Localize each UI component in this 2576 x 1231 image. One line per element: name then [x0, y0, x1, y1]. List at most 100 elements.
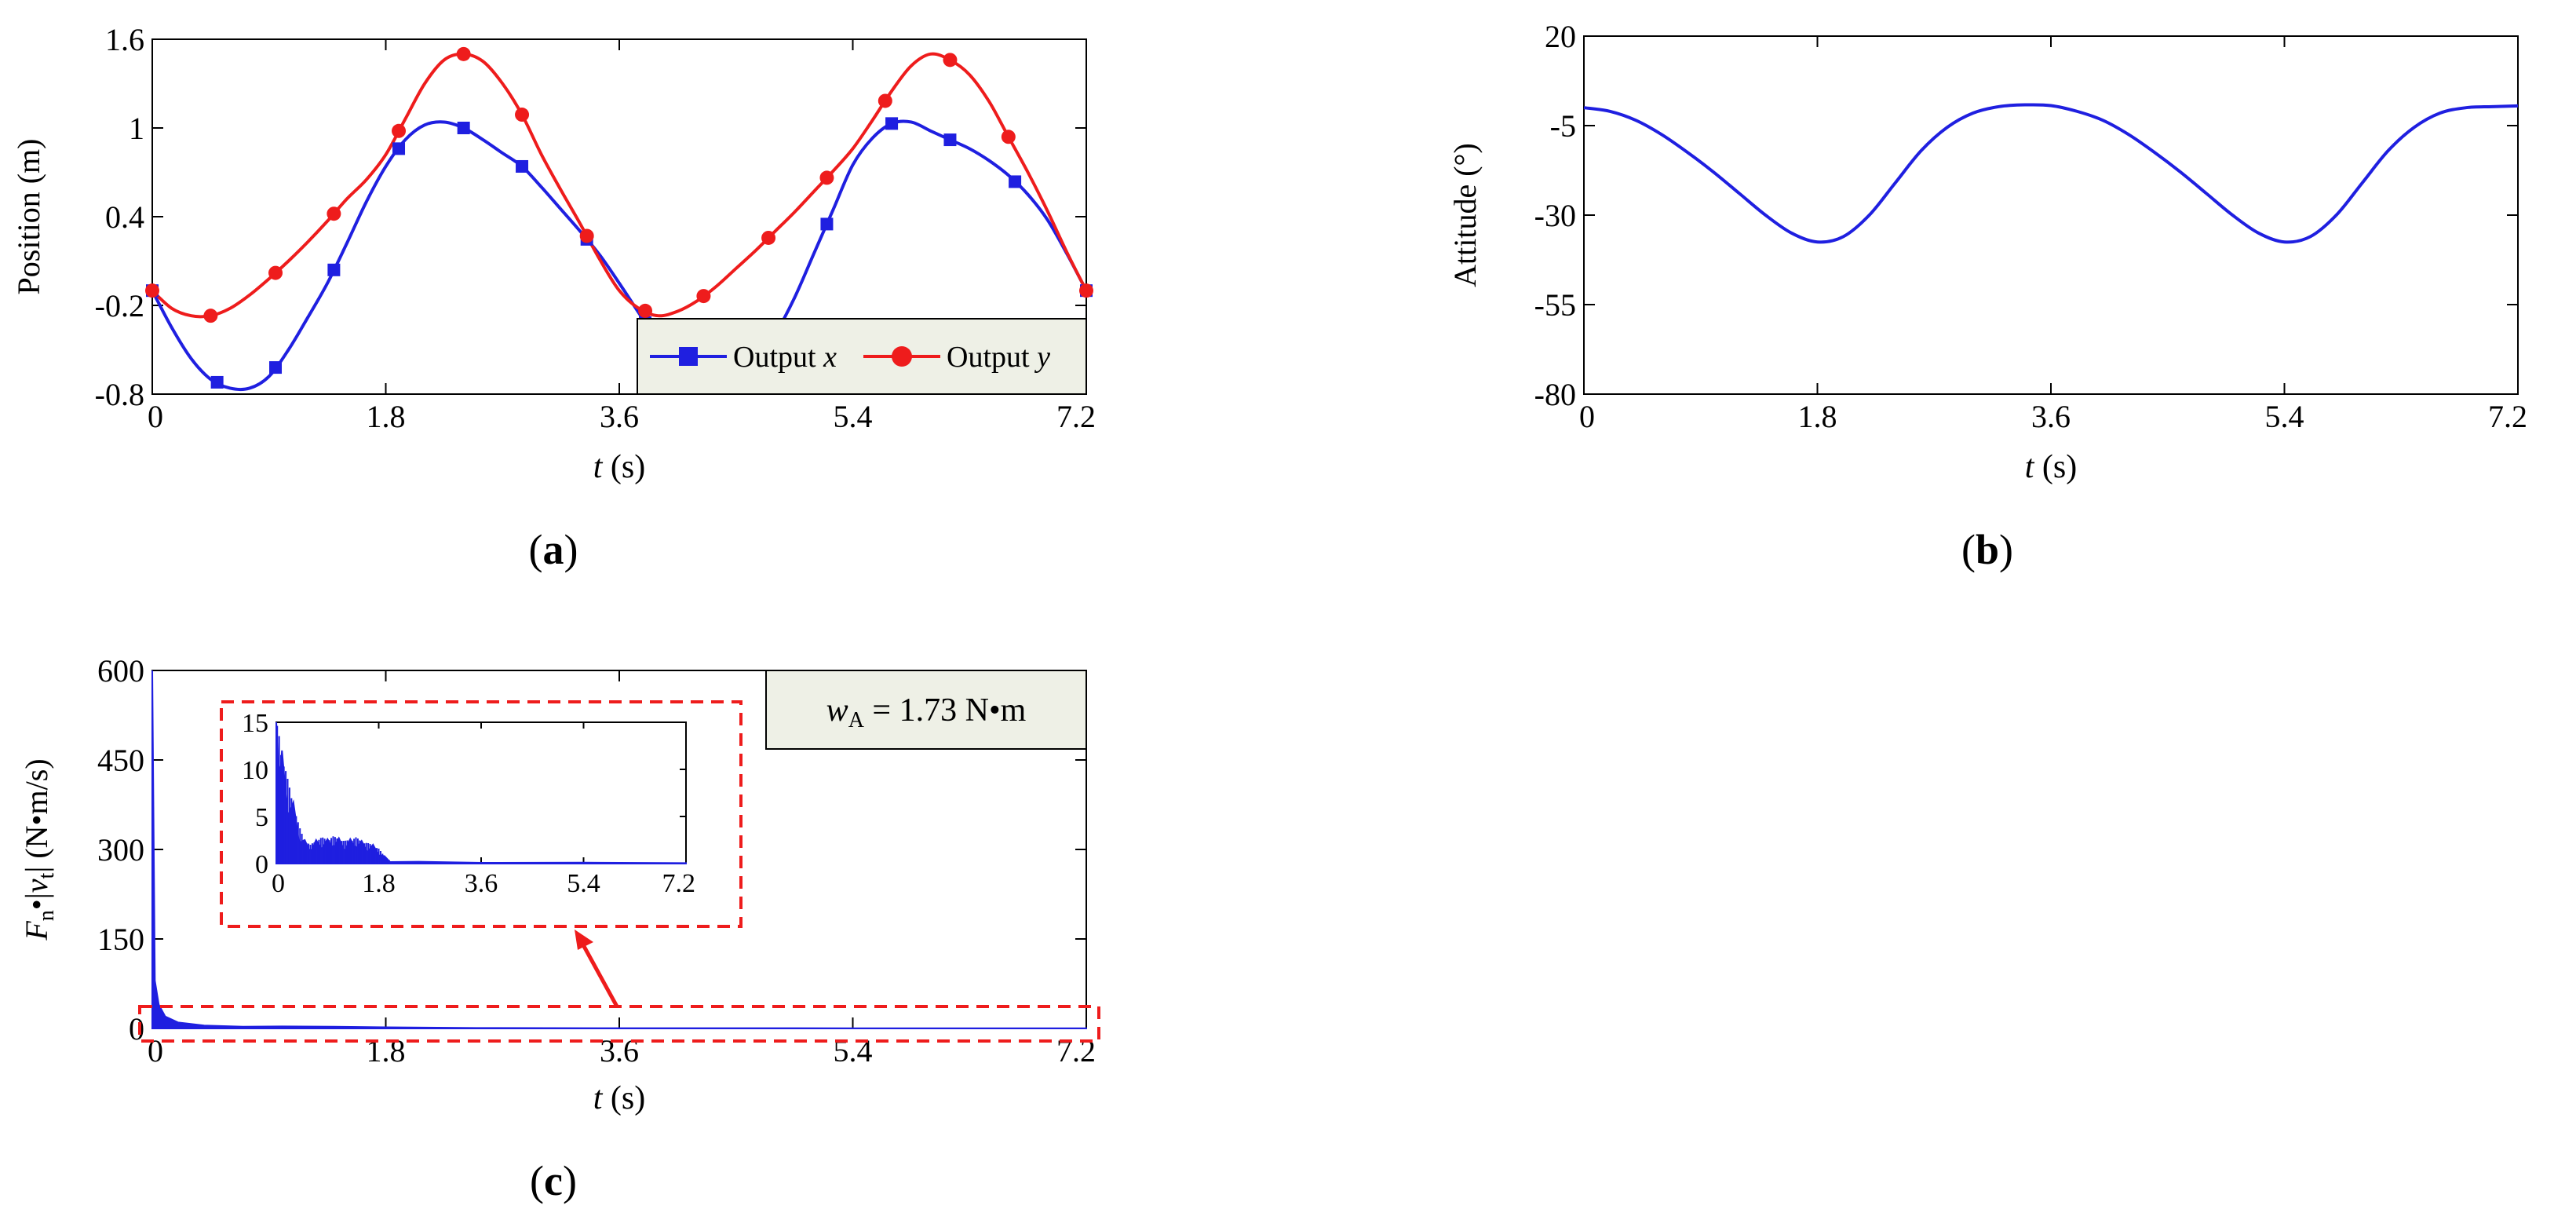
y-tick-label: -0.2 — [95, 288, 144, 323]
series-line-output-y — [151, 52, 1088, 319]
plot-frame-b — [1583, 35, 2519, 395]
data-point-output-x — [269, 361, 283, 374]
x-tick-label: 3.6 — [600, 399, 639, 434]
ylabel-a: Position (m) — [11, 139, 46, 295]
x-tick-label: 0 — [148, 1033, 163, 1068]
series-c — [151, 670, 1087, 1029]
series-a — [151, 52, 1088, 392]
zoom-region-box — [220, 700, 743, 928]
data-point-output-y — [579, 228, 594, 243]
data-point-output-y — [145, 283, 159, 298]
y-tick-label: 300 — [97, 832, 144, 868]
data-point-output-x — [885, 117, 899, 130]
zoom-arrow-line — [578, 939, 619, 1008]
data-point-output-y — [392, 123, 407, 138]
x-tick-label: 7.2 — [2488, 399, 2527, 434]
panel-label-a: (a) — [529, 526, 578, 573]
data-point-output-y — [761, 230, 776, 245]
inset-chart: 0 1.8 3.6 5.4 7.2 0 5 10 15 — [242, 709, 695, 898]
x-tick-label: 5.4 — [834, 399, 873, 434]
y-tick-label: 10 — [242, 756, 268, 785]
x-tick-label: 1.8 — [367, 399, 406, 434]
panel-label-c: (c) — [530, 1157, 577, 1204]
legend-marker-y — [892, 346, 912, 367]
y-tick-label: -30 — [1534, 198, 1576, 233]
x-tick-label: 1.8 — [1798, 399, 1837, 434]
data-point-output-y — [696, 289, 711, 304]
data-point-output-x — [516, 159, 529, 173]
x-tick-label: 7.2 — [662, 869, 696, 898]
inset-ticks: 0 1.8 3.6 5.4 7.2 0 5 10 15 — [242, 709, 695, 898]
annotation-text: wA = 1.73 N•m — [826, 692, 1027, 732]
y-tick-label: 600 — [97, 653, 144, 689]
y-tick-label: -80 — [1534, 377, 1576, 412]
data-point-output-x — [457, 122, 470, 134]
chart-panel-a: 0 1.8 3.6 5.4 7.2 -0.8 -0.2 0.4 1 1.6 Position (m… — [11, 22, 1096, 573]
data-point-output-y — [456, 46, 471, 61]
x-tick-label: 7.2 — [1056, 399, 1096, 434]
y-tick-label: 1 — [129, 111, 144, 146]
ticks-b: 0 1.8 3.6 5.4 7.2 -80 -55 -30 -5 20 — [1534, 19, 2527, 434]
data-point-output-x — [1009, 175, 1022, 188]
data-point-output-y — [878, 93, 892, 108]
data-point-output-x — [943, 133, 957, 147]
data-point-output-y — [203, 309, 218, 323]
x-tick-label: 0 — [148, 399, 163, 434]
data-point-output-y — [943, 53, 958, 68]
x-tick-label: 1.8 — [367, 1033, 406, 1068]
ylabel-b: Attitude (°) — [1447, 143, 1483, 287]
x-tick-label: 3.6 — [2031, 399, 2071, 434]
y-tick-label: 0 — [129, 1011, 144, 1047]
panel-label-b: (b) — [1961, 526, 2013, 573]
x-tick-label: 0 — [272, 869, 285, 898]
legend-a: Output x Output y — [637, 318, 1087, 395]
x-tick-label: 5.4 — [567, 869, 600, 898]
zoom-arrow-head — [575, 930, 593, 950]
y-tick-label: 15 — [242, 709, 268, 738]
y-tick-label: 1.6 — [105, 22, 144, 57]
xlabel-a: t (s) — [593, 449, 646, 485]
data-point-output-y — [327, 206, 341, 221]
legend-label-x: Output x — [733, 341, 837, 374]
y-tick-label: -5 — [1550, 108, 1576, 144]
x-tick-label: 5.4 — [834, 1033, 873, 1068]
x-tick-label: 1.8 — [362, 869, 396, 898]
data-point-output-x — [392, 142, 406, 155]
data-point-output-y — [1001, 130, 1016, 144]
inset-frame — [275, 721, 687, 864]
y-tick-label: 20 — [1545, 19, 1576, 54]
series-line-output-x — [151, 119, 1088, 392]
y-tick-label: 5 — [255, 803, 268, 832]
zoom-source-box — [138, 1005, 1100, 1043]
data-point-output-x — [210, 375, 224, 389]
annotation-box-c: wA = 1.73 N•m — [765, 670, 1087, 750]
legend-marker-x — [679, 347, 698, 366]
x-tick-label: 7.2 — [1056, 1033, 1096, 1068]
data-point-output-x — [820, 217, 834, 231]
y-tick-label: -55 — [1534, 287, 1576, 323]
y-tick-label: 450 — [97, 743, 144, 778]
xlabel-b: t (s) — [2025, 449, 2078, 485]
xlabel-c: t (s) — [593, 1080, 646, 1116]
data-point-output-y — [268, 265, 283, 280]
y-tick-label: -0.8 — [95, 377, 144, 412]
x-tick-label: 0 — [1579, 399, 1595, 434]
x-tick-label: 3.6 — [465, 869, 498, 898]
series-b — [1583, 103, 2519, 244]
x-tick-label: 5.4 — [2265, 399, 2304, 434]
data-point-output-y — [1079, 283, 1093, 298]
chart-panel-b: 0 1.8 3.6 5.4 7.2-80-55-30-520 Attitude (°) … — [1447, 19, 2527, 573]
inset-series — [275, 721, 687, 864]
y-tick-label: 0 — [255, 850, 268, 879]
x-tick-label: 3.6 — [600, 1033, 639, 1068]
series-area-power — [151, 670, 1087, 1029]
ticks-a: 0 1.8 3.6 5.4 7.2 -0.8 -0.2 0.4 1 1.6 — [95, 22, 1096, 434]
ylabel-c: Fn•|vt| (N•m/s) — [19, 758, 59, 941]
data-point-output-y — [819, 170, 834, 185]
data-point-output-x — [327, 263, 341, 276]
data-point-output-y — [515, 108, 530, 122]
annotation-frame — [765, 670, 1087, 750]
legend-label-y: Output y — [947, 341, 1050, 374]
